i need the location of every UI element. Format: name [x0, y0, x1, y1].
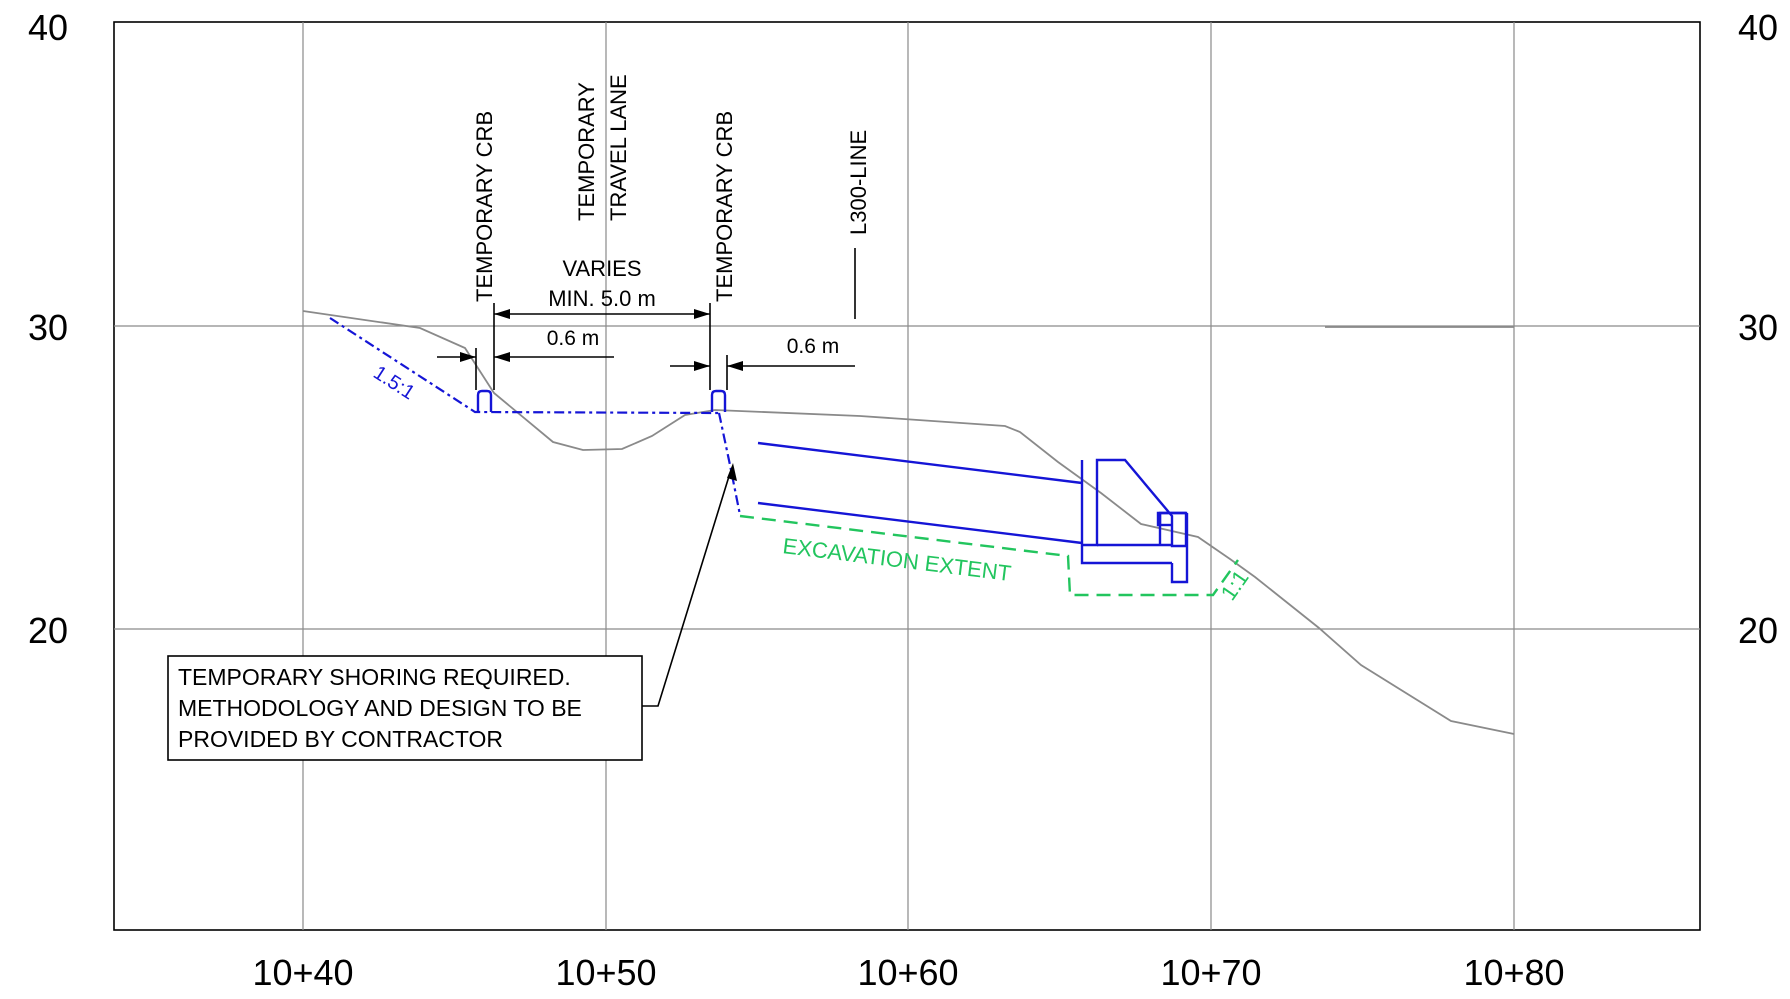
varies-label: VARIES	[562, 256, 641, 281]
grid-lines	[114, 22, 1700, 930]
dimension-0.6m-left	[437, 348, 614, 390]
shoring-note-line: METHODOLOGY AND DESIGN TO BE	[178, 695, 582, 721]
y-tick-label: 30	[28, 307, 68, 348]
x-tick-label: 10+60	[857, 952, 958, 993]
shoring-note-line: PROVIDED BY CONTRACTOR	[178, 726, 503, 752]
shoring-note-line: TEMPORARY SHORING REQUIRED.	[178, 664, 571, 690]
retaining-wall-structure	[757, 441, 1189, 584]
x-tick-label: 10+70	[1160, 952, 1261, 993]
temporary-crb-right-label: TEMPORARY CRB	[712, 111, 737, 302]
excavation-extent-label: EXCAVATION EXTENT	[781, 533, 1012, 586]
y-tick-label: 20	[28, 610, 68, 651]
slope-label-blue: 1.5:1	[369, 362, 418, 405]
temporary-travel-lane-label: TEMPORARY	[574, 82, 599, 221]
existing-ground-line	[302, 310, 1515, 735]
l300-line-label: L300-LINE	[846, 130, 871, 235]
x-tick-label: 10+50	[555, 952, 656, 993]
shoring-note-leader	[642, 472, 731, 707]
dimension-0.6m-right	[670, 355, 855, 390]
temporary-travel-lane-label: TRAVEL LANE	[606, 74, 631, 221]
leader-arrowhead	[727, 463, 737, 481]
dimension-label-right: 0.6 m	[787, 335, 840, 358]
y-tick-label-right: 40	[1738, 7, 1778, 48]
varies-dimension-line	[493, 303, 711, 390]
x-tick-label: 10+40	[252, 952, 353, 993]
drawing-frame	[113, 21, 1701, 931]
shoring-note-box	[167, 655, 643, 761]
min-width-label: MIN. 5.0 m	[548, 286, 656, 311]
temporary-crb-right-shape	[710, 389, 727, 412]
temporary-crb-left-shape	[476, 389, 493, 412]
excavation-extent-line	[739, 514, 1239, 597]
temporary-crb-left-label: TEMPORARY CRB	[472, 111, 497, 302]
x-tick-label: 10+80	[1463, 952, 1564, 993]
dimension-label-left: 0.6 m	[547, 327, 600, 350]
y-tick-label-right: 30	[1738, 307, 1778, 348]
y-tick-label-right: 20	[1738, 610, 1778, 651]
y-tick-label: 40	[28, 7, 68, 48]
temporary-road-section	[329, 317, 742, 516]
